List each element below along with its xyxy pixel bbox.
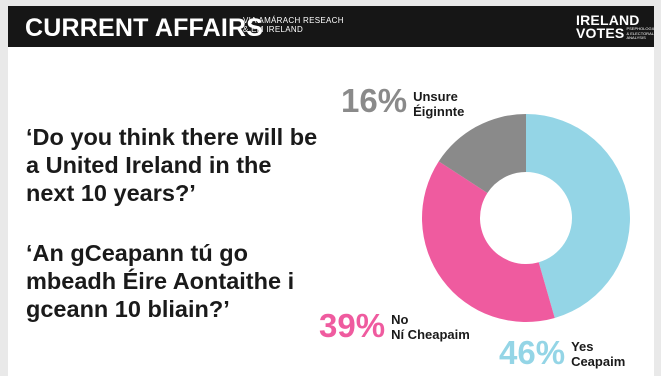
slice-unsure (438, 114, 526, 193)
caption-unsure-ga: Éiginnte (413, 104, 465, 119)
value-label-unsure: 16% (341, 82, 408, 119)
caption-no-ga: Ní Cheapaim (391, 327, 470, 342)
banner-title: CURRENT AFFAIRS (25, 14, 264, 42)
caption-unsure: Unsure Éiginnte (413, 89, 464, 119)
caption-yes-ga: Ceapaim (571, 354, 626, 369)
brand-tagline: PSEPHOLOGICAL & ELECTORAL ANALYSIS (626, 26, 654, 40)
slice-no (421, 161, 555, 323)
label-unsure: 16% Unsure Éiginnte (341, 82, 464, 120)
label-no: 39% No Ní Cheapaim (319, 309, 470, 343)
ireland-votes-logo: IRELAND VOTES PSEPHOLOGICAL & ELECTORAL … (576, 12, 654, 42)
brand-line-2: VOTES (576, 25, 625, 42)
caption-no: No Ní Cheapaim (391, 312, 470, 342)
question-english: ‘Do you think there will be a United Ire… (26, 124, 318, 206)
value-label-no: 39% (319, 307, 386, 344)
caption-yes: Yes Ceapaim (571, 339, 625, 369)
infographic-card: CURRENT AFFAIRS VIA AMÁRACH RESEACH & EM… (8, 6, 654, 376)
brand-line-1: IRELAND (576, 12, 640, 28)
header-banner: CURRENT AFFAIRS VIA AMÁRACH RESEACH & EM… (8, 6, 654, 47)
question-irish: ‘An gCeapann tú go mbeadh Éire Aontaithe… (26, 240, 295, 322)
slice-yes (526, 114, 630, 318)
caption-unsure-en: Unsure (413, 89, 458, 104)
source-credit: VIA AMÁRACH RESEACH & EM IRELAND (243, 16, 344, 34)
caption-yes-en: Yes (571, 339, 594, 354)
source-line-1: VIA AMÁRACH RESEACH (243, 16, 344, 25)
donut-chart (421, 114, 630, 323)
label-yes: 46% Yes Ceapaim (499, 336, 625, 370)
caption-no-en: No (391, 312, 409, 327)
source-line-2: & EM IRELAND (243, 25, 304, 34)
value-label-yes: 46% (499, 334, 566, 371)
